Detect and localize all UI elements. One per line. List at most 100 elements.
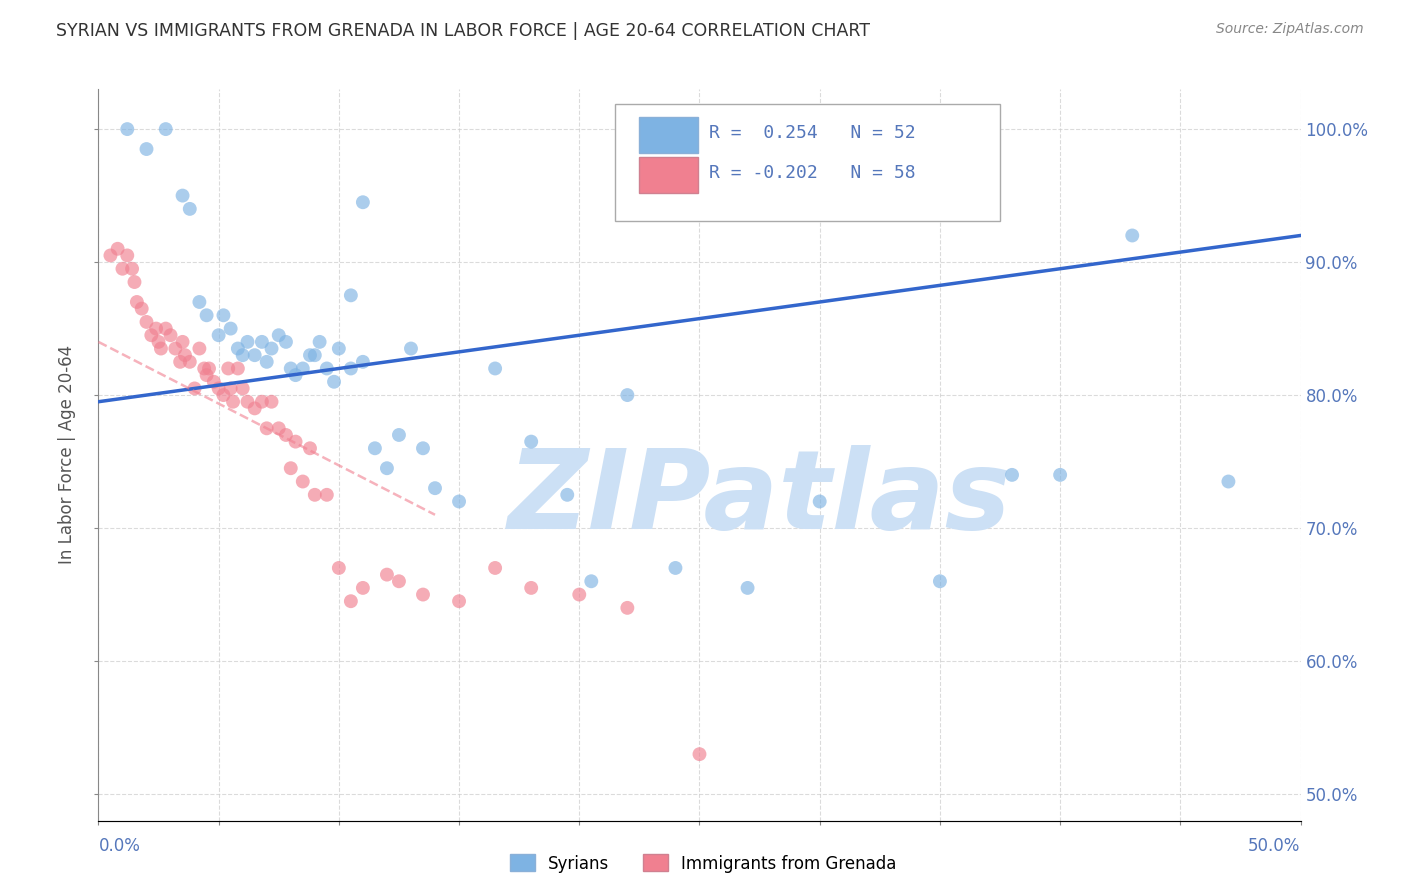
Point (388, 428, 411, 442)
Point (165, 342, 187, 356)
Point (155, 321, 177, 335)
Point (193, 361, 215, 376)
Point (280, 361, 302, 376)
Point (340, 288, 363, 302)
Text: 50.0%: 50.0% (1249, 837, 1301, 855)
Point (328, 342, 350, 356)
Point (117, 248, 139, 262)
Point (267, 421, 290, 435)
Point (1049, 467, 1071, 482)
Point (169, 355, 191, 369)
Point (315, 488, 337, 502)
Point (447, 494, 470, 508)
Point (555, 488, 578, 502)
Point (148, 334, 170, 349)
Point (219, 321, 242, 335)
Text: SYRIAN VS IMMIGRANTS FROM GRENADA IN LABOR FORCE | AGE 20-64 CORRELATION CHART: SYRIAN VS IMMIGRANTS FROM GRENADA IN LAB… (56, 22, 870, 40)
Point (260, 394, 283, 409)
FancyBboxPatch shape (640, 117, 699, 153)
Point (172, 334, 194, 349)
Point (131, 301, 153, 316)
Point (256, 355, 278, 369)
Point (412, 588, 434, 602)
Point (107, 242, 129, 256)
Point (447, 594, 470, 608)
Point (375, 461, 398, 475)
Point (323, 375, 346, 389)
Text: Source: ZipAtlas.com: Source: ZipAtlas.com (1216, 22, 1364, 37)
Point (1001, 467, 1024, 482)
Point (212, 308, 235, 322)
Point (256, 421, 278, 435)
Point (399, 342, 422, 356)
Y-axis label: In Labor Force | Age 20-64: In Labor Force | Age 20-64 (58, 345, 76, 565)
Point (243, 348, 266, 362)
Point (484, 561, 506, 575)
Point (188, 342, 211, 356)
Point (412, 442, 434, 456)
Point (352, 355, 374, 369)
Point (135, 142, 157, 156)
Text: ZIPatlas: ZIPatlas (508, 445, 1011, 552)
Point (100, 248, 122, 262)
FancyBboxPatch shape (640, 157, 699, 193)
Point (250, 334, 273, 349)
Point (308, 334, 330, 349)
Point (568, 588, 591, 602)
Point (304, 348, 326, 362)
Point (291, 361, 314, 376)
Point (179, 355, 201, 369)
Point (340, 361, 363, 376)
Point (124, 275, 146, 289)
Point (202, 375, 225, 389)
Point (243, 401, 266, 416)
Text: R =  0.254   N = 52: R = 0.254 N = 52 (709, 124, 915, 142)
Point (219, 381, 242, 395)
Point (236, 334, 259, 349)
Point (664, 561, 686, 575)
Point (928, 574, 950, 589)
Point (172, 188, 194, 202)
Point (689, 747, 711, 761)
Point (304, 488, 326, 502)
Point (352, 581, 374, 595)
Point (236, 394, 259, 409)
Point (217, 361, 239, 376)
Point (260, 342, 283, 356)
Point (284, 368, 307, 383)
Point (520, 434, 543, 449)
Point (1218, 475, 1240, 489)
Point (125, 295, 148, 310)
Point (340, 594, 363, 608)
Point (298, 442, 321, 456)
Point (208, 328, 231, 343)
Point (111, 261, 134, 276)
Point (315, 361, 337, 376)
Point (226, 342, 249, 356)
Point (375, 567, 398, 582)
Point (352, 195, 374, 210)
Point (159, 328, 181, 343)
Point (195, 308, 218, 322)
Point (616, 388, 638, 402)
Point (208, 381, 231, 395)
Point (737, 581, 759, 595)
Point (183, 381, 205, 395)
Point (274, 334, 297, 349)
Point (226, 361, 249, 376)
Point (284, 434, 307, 449)
Legend: Syrians, Immigrants from Grenada: Syrians, Immigrants from Grenada (503, 847, 903, 880)
Point (298, 348, 321, 362)
Point (212, 388, 235, 402)
Text: 0.0%: 0.0% (98, 837, 141, 855)
Point (616, 600, 638, 615)
Point (145, 321, 167, 335)
Point (135, 315, 157, 329)
Point (117, 122, 139, 136)
Point (267, 328, 290, 343)
Point (808, 494, 831, 508)
Point (121, 261, 143, 276)
Point (188, 295, 211, 310)
Point (274, 428, 297, 442)
Point (484, 361, 506, 376)
